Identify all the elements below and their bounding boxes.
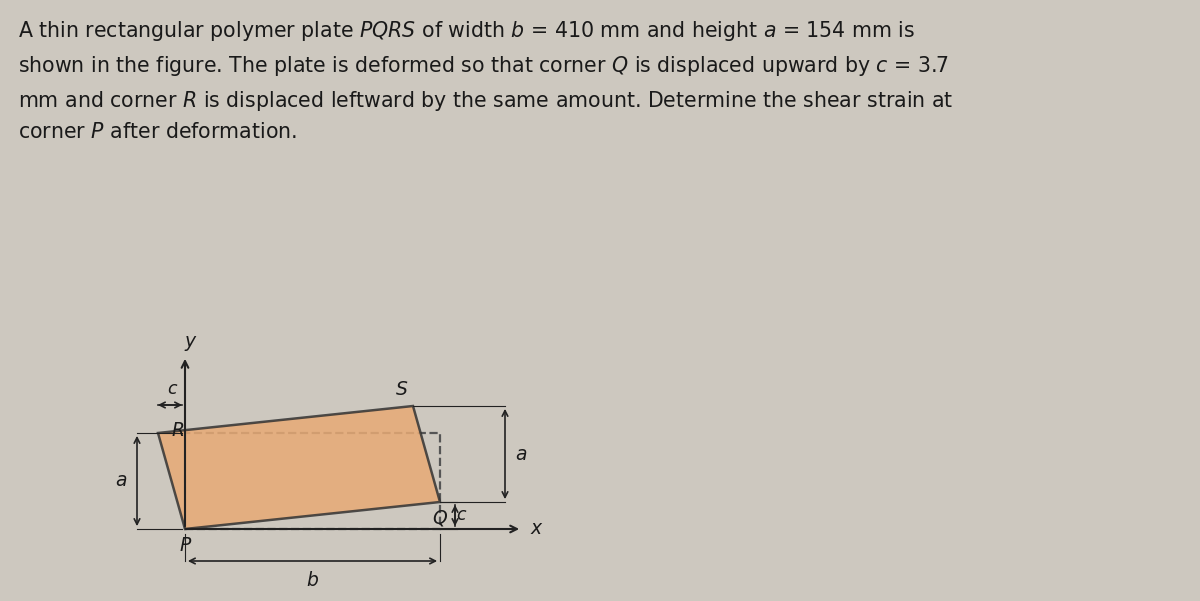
Text: x: x xyxy=(530,519,541,538)
Text: a: a xyxy=(515,445,527,463)
Text: S: S xyxy=(396,380,408,399)
Text: P: P xyxy=(179,536,191,555)
Text: b: b xyxy=(306,571,318,590)
Text: a: a xyxy=(115,472,127,490)
Polygon shape xyxy=(158,406,440,529)
Text: Q: Q xyxy=(433,509,448,528)
Text: R: R xyxy=(172,421,184,441)
Text: c: c xyxy=(167,380,176,398)
Text: y: y xyxy=(185,332,196,351)
Text: c: c xyxy=(456,507,466,525)
Text: A thin rectangular polymer plate $\it{PQRS}$ of width $\it{b}$ = 410 mm and heig: A thin rectangular polymer plate $\it{PQ… xyxy=(18,19,953,142)
